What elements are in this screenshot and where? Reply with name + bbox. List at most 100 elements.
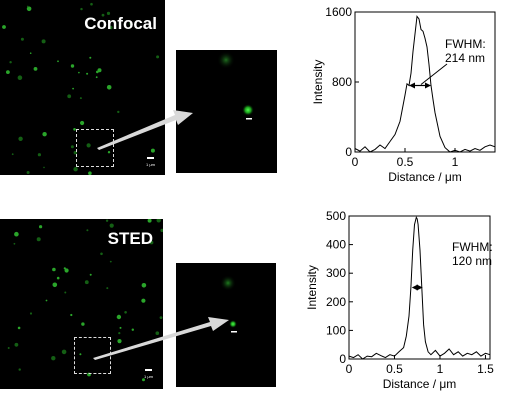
x-tick-label: 0	[352, 155, 359, 169]
x-tick-label: 0.5	[386, 362, 403, 376]
fluorescent-spot	[86, 143, 91, 148]
fluorescent-spot	[6, 70, 10, 74]
sted-label: STED	[107, 229, 153, 248]
fluorescent-spot	[70, 145, 74, 149]
fluorescent-spot	[124, 311, 127, 314]
fluorescent-spot	[86, 229, 89, 232]
scale-bar	[145, 369, 152, 371]
intensity-profile-line	[348, 216, 491, 360]
y-tick-label: 0	[339, 352, 346, 366]
fluorescent-spot	[37, 153, 42, 157]
fluorescent-spot	[11, 153, 14, 156]
y-tick-label: 300	[326, 266, 346, 280]
fluorescent-spot	[131, 328, 134, 331]
fluorescent-spot	[56, 276, 60, 280]
sted-profile-chart: 0 0.5 1 1.5 0 100 200 300 400 500 Distance / μm Int…	[305, 209, 494, 391]
fwhm-leader-line	[420, 63, 448, 85]
fluorescent-spot	[117, 339, 122, 344]
fluorescent-spot	[14, 342, 19, 347]
confocal-profile-chart: 0 0.5 1 0 800 1600 Distance / μm Intensity FWHM:…	[311, 5, 496, 184]
x-tick-label: 1	[437, 362, 444, 376]
fluorescent-spot	[33, 67, 38, 71]
zoom-arrow	[93, 317, 229, 360]
fwhm-arrowhead	[425, 82, 431, 89]
x-tick-label: 0.5	[397, 155, 414, 169]
fluorescent-spot	[72, 87, 74, 90]
fluorescent-spot	[89, 56, 92, 59]
fluorescent-spot	[70, 64, 75, 68]
fwhm-annotation: FWHM:	[445, 37, 486, 51]
zoom-arrow	[97, 110, 193, 150]
fwhm-arrowhead	[409, 82, 415, 89]
fluorescent-spot	[63, 267, 66, 270]
fluorescent-spot	[51, 356, 56, 361]
fluorescent-spot	[80, 120, 85, 126]
y-tick-label: 500	[326, 209, 346, 223]
confocal-spots	[2, 2, 160, 175]
sted-image: STED 1 μm	[0, 219, 163, 389]
fluorescent-spot	[159, 316, 163, 319]
fluorescent-spot	[52, 282, 58, 288]
x-axis-label: Distance / μm	[383, 377, 457, 391]
x-axis-label: Distance / μm	[388, 170, 462, 184]
fluorescent-spot	[18, 136, 23, 141]
fluorescent-spot	[67, 94, 72, 99]
fluorescent-spot	[118, 332, 121, 335]
fluorescent-spot	[29, 312, 33, 315]
fluorescent-spot	[106, 11, 111, 15]
fluorescent-spot	[41, 39, 46, 44]
fluorescent-spot	[61, 349, 67, 355]
plot-frame	[348, 215, 491, 360]
fluorescent-spot	[80, 7, 83, 11]
sted-zoom-spots	[220, 275, 237, 333]
fwhm-annotation: 120 nm	[452, 254, 492, 268]
intensity-profile-line	[354, 15, 496, 153]
fluorescent-spot	[86, 72, 89, 75]
fluorescent-spot	[141, 283, 147, 288]
fluorescent-spot	[150, 148, 155, 153]
fluorescent-spot	[26, 5, 29, 8]
fluorescent-spot	[119, 326, 122, 329]
fluorescent-spot	[73, 128, 76, 131]
fluorescent-spot	[9, 61, 12, 64]
fluorescent-spot	[14, 231, 19, 237]
fluorescent-spot	[73, 167, 78, 172]
y-tick-label: 100	[326, 323, 346, 337]
fwhm-arrowhead	[416, 284, 423, 291]
confocal-image: Confocal 1 μm	[0, 0, 165, 175]
confocal-zoom-spots	[217, 51, 254, 120]
fluorescent-spot	[84, 280, 89, 285]
scale-bar-label: 1 μm	[144, 374, 153, 379]
roi-box	[76, 129, 114, 167]
sted-zoom-image	[176, 263, 276, 387]
fluorescent-spot	[81, 322, 85, 326]
fluorescent-spot	[109, 260, 112, 263]
fwhm-annotation: FWHM:	[452, 240, 493, 254]
fluorescent-spot	[18, 368, 21, 371]
fluorescent-spot	[78, 71, 80, 74]
fluorescent-spot	[147, 219, 152, 223]
fluorescent-spot	[155, 331, 160, 335]
fluorescent-spot	[2, 25, 6, 29]
y-tick-label: 800	[332, 75, 352, 89]
fluorescent-spot	[160, 228, 163, 233]
y-tick-label: 400	[326, 238, 346, 252]
fluorescent-spot	[89, 273, 92, 276]
fwhm-arrowhead	[411, 284, 418, 291]
fluorescent-spot	[26, 171, 30, 174]
fluorescent-spot	[156, 55, 160, 59]
fluorescent-spot	[95, 76, 98, 79]
x-tick-label: 0	[346, 362, 353, 376]
fluorescent-spot	[101, 13, 105, 17]
fluorescent-spot	[105, 219, 109, 222]
fluorescent-spot	[17, 326, 21, 330]
fluorescent-spot	[20, 37, 24, 41]
confocal-panel: Confocal 1 μm 0 0.5 1 0 800 1600 Distance / μm…	[0, 0, 510, 200]
fluorescent-spot	[64, 291, 67, 294]
fluorescent-spot	[100, 252, 103, 256]
fluorescent-spot	[13, 242, 16, 245]
fwhm-annotation: 214 nm	[445, 51, 485, 65]
sted-spots	[7, 219, 163, 382]
fluorescent-spot	[79, 97, 82, 100]
scale-bar-label: 1 μm	[146, 162, 155, 167]
